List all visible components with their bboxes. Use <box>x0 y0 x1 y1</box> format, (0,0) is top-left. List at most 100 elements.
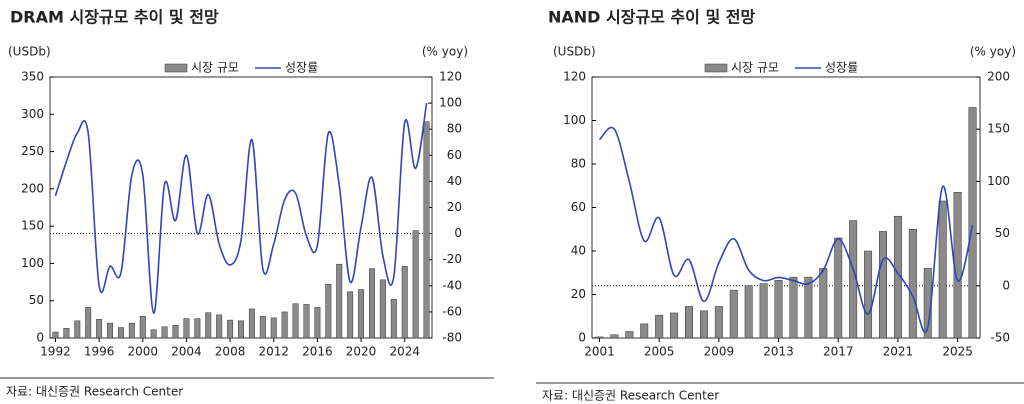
y-tick-label: 150 <box>21 219 44 233</box>
bar <box>216 314 223 339</box>
x-tick-label: 2009 <box>704 345 735 359</box>
bar <box>107 322 114 339</box>
bar <box>699 310 708 339</box>
legend-label: 시장 규모 <box>191 61 239 75</box>
y-tick-label: 50 <box>29 293 44 307</box>
source: 자료: 대신증권 Research Center <box>6 385 183 399</box>
x-tick-label: 2005 <box>644 345 675 359</box>
bar <box>610 334 619 339</box>
y2-tick-label: -80 <box>442 331 462 345</box>
y-tick-label: 60 <box>571 200 586 214</box>
y2-tick-label: -60 <box>442 304 462 318</box>
y2-tick-label: 80 <box>447 122 462 136</box>
y2-tick-label: -20 <box>442 252 462 266</box>
y-tick-label: 100 <box>21 256 44 270</box>
chart-title: NAND 시장규모 추이 및 전망 <box>548 8 755 27</box>
x-tick-label: 2000 <box>127 345 158 359</box>
y-tick-label: 80 <box>571 157 586 171</box>
x-tick-label: 2020 <box>346 345 377 359</box>
legend-label: 성장률 <box>825 61 858 75</box>
bar <box>908 229 917 339</box>
x-tick-label: 1996 <box>84 345 115 359</box>
bar <box>379 279 386 339</box>
source: 자료: 대신증권 Research Center <box>542 389 719 403</box>
x-tick-label: 2024 <box>389 345 420 359</box>
y2-axis-label: (% yoy) <box>970 45 1016 59</box>
bar <box>655 314 664 339</box>
bar <box>183 318 190 339</box>
legend-swatch <box>164 63 188 73</box>
y2-tick-label: 100 <box>439 96 462 110</box>
bar <box>150 329 157 339</box>
y-tick-label: 100 <box>563 113 586 127</box>
y-tick-label: 0 <box>36 331 44 345</box>
y2-tick-label: 60 <box>447 148 462 162</box>
bar <box>325 284 332 339</box>
chart-title: DRAM 시장규모 추이 및 전망 <box>10 8 219 27</box>
bar <box>63 328 70 339</box>
bar <box>744 285 753 339</box>
y2-tick-label: 20 <box>447 200 462 214</box>
bar <box>172 325 179 339</box>
bar <box>864 250 873 339</box>
y2-tick-label: 100 <box>987 174 1010 188</box>
x-tick-label: 2012 <box>258 345 289 359</box>
legend-label: 시장 규모 <box>731 61 779 75</box>
bar <box>194 318 201 339</box>
bar <box>292 303 299 339</box>
x-tick-label: 2025 <box>942 345 973 359</box>
bar <box>259 316 266 339</box>
bar <box>685 306 693 339</box>
x-tick-label: 2008 <box>215 345 246 359</box>
bar <box>336 263 343 339</box>
y2-tick-label: 0 <box>454 226 462 240</box>
y2-tick-label: 150 <box>987 122 1010 136</box>
x-tick-label: 2017 <box>823 345 854 359</box>
bar <box>281 311 288 339</box>
bar <box>714 306 723 339</box>
bar <box>879 231 887 339</box>
bar <box>205 312 212 339</box>
bar <box>804 276 813 339</box>
bar <box>789 276 798 339</box>
bar <box>640 323 649 339</box>
y2-tick-label: -40 <box>442 278 462 292</box>
y-axis-label: (USDb) <box>8 45 51 59</box>
bar <box>117 327 124 339</box>
legend-label: 성장률 <box>285 61 318 75</box>
bar <box>128 322 135 339</box>
x-tick-label: 2001 <box>584 345 615 359</box>
x-tick-label: 2016 <box>302 345 333 359</box>
x-tick-label: 2013 <box>763 345 794 359</box>
bar <box>303 304 310 339</box>
bar <box>238 320 244 339</box>
y-tick-label: 40 <box>571 244 586 258</box>
bar <box>139 316 146 339</box>
bar <box>595 336 604 339</box>
y2-tick-label: 50 <box>995 226 1010 240</box>
bar <box>74 320 81 339</box>
y2-axis-label: (% yoy) <box>422 45 468 59</box>
y-tick-label: 300 <box>21 107 44 121</box>
bar <box>314 307 321 339</box>
y-tick-label: 120 <box>563 70 586 84</box>
bar <box>96 319 103 339</box>
growth-line <box>54 102 428 315</box>
x-tick-label: 2004 <box>171 345 202 359</box>
bar <box>390 298 397 339</box>
bar <box>248 308 255 339</box>
bar <box>358 289 365 339</box>
bar <box>968 107 977 339</box>
bar <box>729 289 738 339</box>
y-tick-label: 250 <box>21 144 44 158</box>
bar <box>819 268 828 339</box>
y-tick-label: 20 <box>571 287 586 301</box>
y-tick-label: 350 <box>21 70 44 84</box>
bar <box>423 121 430 339</box>
y-tick-label: 0 <box>578 331 586 345</box>
bar <box>670 312 679 339</box>
bar <box>161 326 168 339</box>
legend-swatch <box>704 63 728 73</box>
growth-line <box>598 126 974 333</box>
